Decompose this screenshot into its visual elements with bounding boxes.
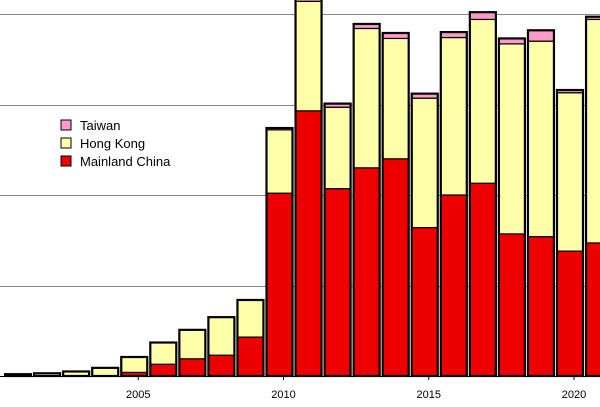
bar-segment-hong-kong [324,106,352,190]
bar-segment-hong-kong [353,27,381,169]
legend-label-mainland-china: Mainland China [80,154,171,169]
bar-stack-2006 [149,341,178,378]
bar-segment-mainland-china [149,363,177,377]
bar-segment-hong-kong [527,40,555,238]
legend-swatch-mainland-china [60,155,72,167]
legend-swatch-taiwan [60,119,72,131]
bar-segment-mainland-china [411,226,439,377]
bar-segment-hong-kong [120,356,148,373]
bar-segment-hong-kong [178,329,206,360]
bar-segment-hong-kong [91,367,119,377]
bar-segment-mainland-china [498,233,526,377]
bar-segment-mainland-china [265,192,294,377]
bar-segment-mainland-china [382,158,410,377]
bar-stack-2008 [207,316,236,378]
bar-segment-mainland-china [353,167,381,377]
bar-segment-hong-kong [440,36,468,196]
bar-stack-2018 [497,37,526,378]
bar-stack-2019 [526,29,556,378]
x-tick-label-2005: 2005 [126,389,150,401]
bar-segment-hong-kong [411,97,439,229]
bar-segment-mainland-china [236,336,265,377]
bar-stack-2020 [555,88,585,378]
bar-stack-2017 [468,11,497,378]
legend-swatch-hong-kong [60,137,72,149]
bar-stack-2014 [381,31,410,378]
bar-segment-mainland-china [294,110,323,377]
bar-segment-hong-kong [382,37,410,160]
bar-stack-2016 [439,30,468,378]
bar-segment-mainland-china [469,182,497,377]
bar-stack-2005 [120,355,149,378]
x-tick-label-2010: 2010 [271,389,295,401]
bar-segment-mainland-china [440,194,468,377]
bar-stack-2015 [410,92,439,378]
bar-outline [3,373,33,378]
legend-label-hong-kong: Hong Kong [80,136,145,151]
bar-segment-hong-kong [469,18,497,184]
bar-segment-mainland-china [178,358,206,377]
bar-stacks [3,0,600,378]
bar-segment-mainland-china [324,188,352,377]
bar-stack-2001 [3,373,33,378]
bar-segment-hong-kong [236,299,265,338]
bar-segment-hong-kong [585,18,600,244]
legend-label-taiwan: Taiwan [80,118,120,133]
bar-segment-hong-kong [149,341,177,365]
bar-segment-hong-kong [207,316,235,356]
bar-segment-hong-kong [556,92,584,252]
bar-stack-2012 [323,102,352,378]
x-tick-labels: 2005 2010 2015 2020 [126,376,586,401]
bar-stack-2011 [294,0,323,378]
bar-segment-mainland-china [585,242,600,377]
bar-segment-hong-kong [265,129,294,194]
bar-stack-2021 [584,15,600,378]
bar-segment-mainland-china [207,354,235,377]
bar-stack-2013 [352,22,381,378]
bar-stack-2002 [32,372,62,378]
bar-segment-mainland-china [527,236,555,377]
bar-stack-2004 [91,366,120,378]
bar-stack-2003 [62,370,91,378]
bar-stack-2007 [178,328,207,378]
bar-segment-hong-kong [498,43,526,235]
bar-stack-2009 [236,298,265,378]
bar-segment-taiwan [527,29,555,42]
legend: Taiwan Hong Kong Mainland China [60,118,171,169]
bar-segment-mainland-china [556,250,584,377]
x-tick-label-2015: 2015 [417,389,441,401]
bar-segment-hong-kong [294,0,323,112]
bar-stack-2010 [265,126,294,378]
bar-segment-taiwan [294,0,323,2]
x-tick-label-2020: 2020 [562,389,586,401]
